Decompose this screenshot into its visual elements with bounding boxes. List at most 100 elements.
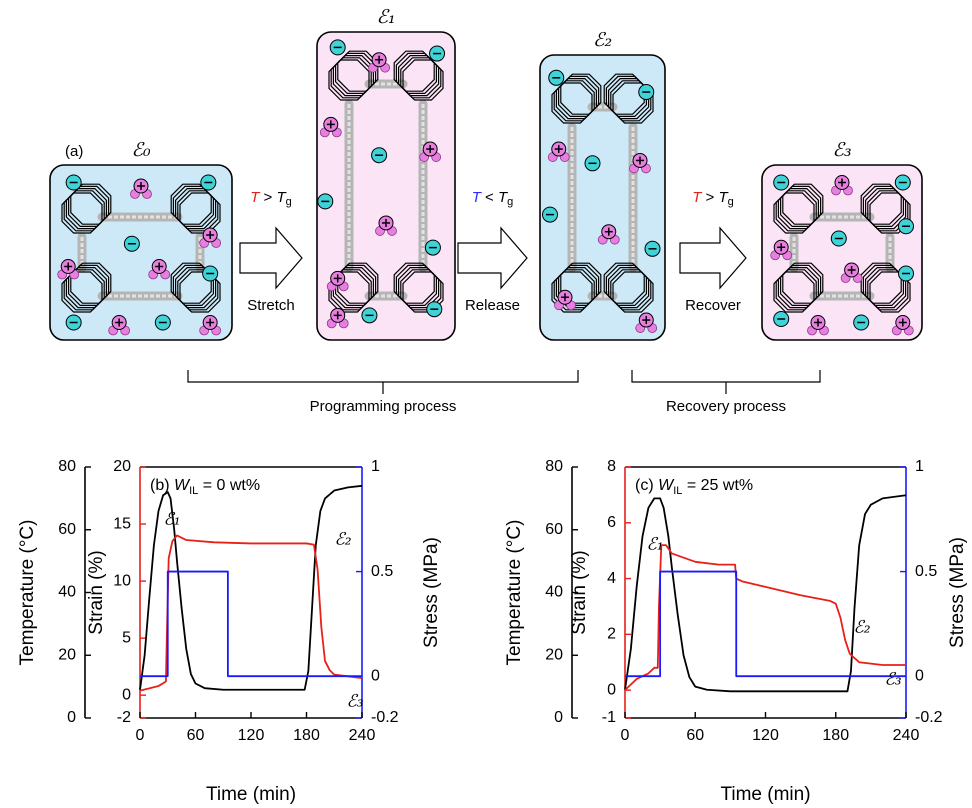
x-tick-label: 240: [349, 727, 376, 744]
state-box: [49, 164, 233, 341]
state-frame: [49, 164, 233, 341]
x-tick-label: 120: [752, 727, 779, 744]
y-tick-label: 40: [545, 584, 563, 601]
y3-tick-label: -0.2: [915, 709, 943, 726]
ring: [335, 52, 377, 94]
step-name: Recover: [685, 297, 741, 314]
title-sub: IL: [189, 485, 198, 497]
state-box: [539, 54, 666, 341]
ring: [777, 188, 819, 230]
series-line: [139, 484, 363, 691]
y-tick-label: 20: [58, 646, 76, 663]
glass-temperature: T: [498, 189, 509, 206]
bracket: [187, 370, 579, 394]
comparison: >: [259, 189, 276, 206]
subscript: g: [507, 196, 513, 208]
series-line: [624, 494, 907, 693]
y-tick-label: 60: [58, 521, 76, 538]
ring: [65, 267, 107, 309]
title-part: (b): [150, 477, 174, 494]
temperature-symbol: T: [472, 189, 483, 206]
ring: [65, 188, 107, 230]
ring: [61, 192, 103, 234]
ring: [328, 59, 370, 101]
annotation: ℰ₂: [853, 618, 870, 638]
series-line: [139, 534, 363, 692]
annotation: ℰ₂: [334, 530, 351, 550]
y2-tick-label: 6: [607, 514, 616, 531]
series-line: [624, 544, 906, 691]
ring: [560, 73, 602, 115]
y2-tick-label: -2: [117, 709, 131, 726]
ring: [555, 267, 597, 309]
state-box: [316, 31, 456, 341]
ring: [553, 269, 595, 311]
ring: [70, 262, 112, 304]
step-arrow: [679, 226, 747, 290]
chart-title: (c) WIL = 25 wt%: [635, 477, 753, 497]
y-axis-title: Temperature (°C): [504, 520, 525, 666]
y2-tick-label: -1: [602, 709, 616, 726]
title-var: W: [658, 477, 675, 494]
ring: [63, 269, 105, 311]
ring: [393, 262, 435, 304]
step-condition: T > Tg: [692, 189, 734, 208]
title-sub: IL: [673, 485, 682, 497]
step-arrow: [457, 226, 528, 290]
y-axis-title: Temperature (°C): [17, 520, 38, 666]
x-axis-title: Time (min): [206, 784, 296, 805]
x-tick-label: 0: [136, 727, 145, 744]
y3-tick-label: 1: [915, 458, 924, 475]
comparison: >: [701, 189, 718, 206]
step-name: Release: [465, 297, 520, 314]
ring: [61, 271, 103, 313]
annotation: ℰ₁: [646, 535, 663, 555]
y-tick-label: 80: [545, 458, 563, 475]
ring: [782, 183, 824, 225]
annotation: ℰ₁: [163, 510, 180, 530]
ring: [68, 264, 110, 306]
title-var: W: [174, 477, 191, 494]
annotation: ℰ₃: [884, 670, 901, 690]
glass-temperature: T: [718, 189, 729, 206]
ring: [560, 262, 602, 304]
ring: [780, 185, 822, 227]
x-tick-label: 60: [686, 727, 704, 744]
state-frame: [761, 164, 923, 341]
comparison: <: [481, 189, 498, 206]
ring: [332, 55, 374, 97]
ring: [555, 78, 597, 120]
y-tick-label: 0: [67, 709, 76, 726]
ring: [330, 57, 372, 99]
ring: [773, 192, 815, 234]
ring: [780, 264, 822, 306]
y3-tick-label: 0: [915, 667, 924, 684]
y2-tick-label: 0: [122, 686, 131, 703]
y2-tick-label: 5: [122, 629, 131, 646]
ring: [860, 183, 902, 225]
ring: [551, 82, 593, 124]
ring: [553, 80, 595, 122]
ring: [70, 183, 112, 225]
state-label: ℰ₁: [376, 6, 395, 28]
temperature-symbol: T: [692, 189, 703, 206]
y-tick-label: 60: [545, 521, 563, 538]
state-label: ℰ₀: [131, 139, 151, 161]
y2-tick-label: 4: [607, 570, 616, 587]
ring: [782, 262, 824, 304]
subscript: g: [728, 196, 734, 208]
phase-label: Programming process: [310, 398, 457, 415]
x-tick-label: 180: [293, 727, 320, 744]
y2-tick-label: 20: [113, 458, 131, 475]
y3-tick-label: -0.2: [371, 709, 399, 726]
y2-tick-label: 2: [607, 626, 616, 643]
glass-temperature: T: [276, 189, 287, 206]
y2-tick-label: 15: [113, 515, 131, 532]
y2-tick-label: 0: [607, 681, 616, 698]
y2-tick-label: 8: [607, 458, 616, 475]
x-axis-title: Time (min): [720, 784, 810, 805]
y3-tick-label: 1: [371, 458, 380, 475]
ring: [775, 190, 817, 232]
ring: [558, 264, 600, 306]
y-tick-label: 40: [58, 584, 76, 601]
